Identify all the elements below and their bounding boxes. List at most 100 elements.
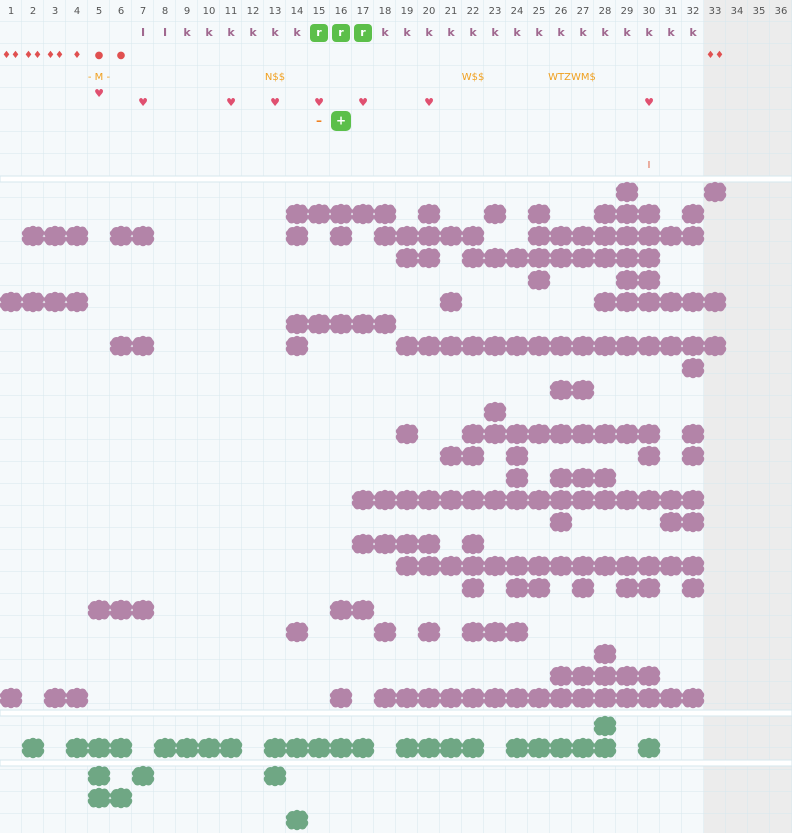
cell-blob[interactable] bbox=[659, 335, 683, 357]
cell-blob[interactable] bbox=[439, 737, 463, 759]
cell-blob[interactable] bbox=[483, 247, 507, 269]
cell-blob[interactable] bbox=[505, 335, 529, 357]
cell-blob[interactable] bbox=[593, 225, 617, 247]
cell-blob[interactable] bbox=[373, 533, 397, 555]
cell-blob[interactable] bbox=[109, 335, 133, 357]
cell-blob[interactable] bbox=[593, 247, 617, 269]
cell-blob[interactable] bbox=[65, 291, 89, 313]
cell-blob[interactable] bbox=[637, 445, 661, 467]
cell-blob[interactable] bbox=[439, 225, 463, 247]
cell-blob[interactable] bbox=[351, 737, 375, 759]
cell-blob[interactable] bbox=[549, 423, 573, 445]
cell-blob[interactable] bbox=[395, 225, 419, 247]
cell-blob[interactable] bbox=[417, 247, 441, 269]
cell-blob[interactable] bbox=[637, 225, 661, 247]
cell-blob[interactable] bbox=[65, 737, 89, 759]
cell-blob[interactable] bbox=[571, 577, 595, 599]
cell-blob[interactable] bbox=[615, 181, 639, 203]
cell-blob[interactable] bbox=[659, 291, 683, 313]
cell-blob[interactable] bbox=[505, 467, 529, 489]
cell-blob[interactable] bbox=[285, 313, 309, 335]
control[interactable]: + bbox=[336, 114, 346, 128]
cell-blob[interactable] bbox=[87, 787, 111, 809]
cell-blob[interactable] bbox=[615, 291, 639, 313]
cell-blob[interactable] bbox=[615, 225, 639, 247]
cell-blob[interactable] bbox=[527, 687, 551, 709]
cell-blob[interactable] bbox=[461, 335, 485, 357]
cell-blob[interactable] bbox=[439, 291, 463, 313]
cell-blob[interactable] bbox=[703, 291, 727, 313]
cell-blob[interactable] bbox=[373, 489, 397, 511]
cell-blob[interactable] bbox=[615, 335, 639, 357]
cell-blob[interactable] bbox=[417, 489, 441, 511]
cell-blob[interactable] bbox=[21, 737, 45, 759]
cell-blob[interactable] bbox=[637, 423, 661, 445]
cell-blob[interactable] bbox=[549, 511, 573, 533]
cell-blob[interactable] bbox=[505, 621, 529, 643]
cell-blob[interactable] bbox=[637, 665, 661, 687]
cell-blob[interactable] bbox=[417, 533, 441, 555]
cell-blob[interactable] bbox=[109, 599, 133, 621]
cell-blob[interactable] bbox=[329, 313, 353, 335]
cell-blob[interactable] bbox=[615, 687, 639, 709]
cell-blob[interactable] bbox=[659, 511, 683, 533]
cell-blob[interactable] bbox=[593, 555, 617, 577]
cell-blob[interactable] bbox=[593, 203, 617, 225]
cell-blob[interactable] bbox=[131, 765, 155, 787]
cell-blob[interactable] bbox=[571, 379, 595, 401]
cell-blob[interactable] bbox=[703, 181, 727, 203]
cell-blob[interactable] bbox=[373, 203, 397, 225]
cell-blob[interactable] bbox=[593, 467, 617, 489]
cell-blob[interactable] bbox=[681, 335, 705, 357]
cell-blob[interactable] bbox=[527, 335, 551, 357]
cell-blob[interactable] bbox=[527, 489, 551, 511]
cell-blob[interactable] bbox=[483, 489, 507, 511]
cell-blob[interactable] bbox=[483, 423, 507, 445]
cell-blob[interactable] bbox=[505, 737, 529, 759]
cell-blob[interactable] bbox=[329, 737, 353, 759]
cell-blob[interactable] bbox=[395, 247, 419, 269]
cell-blob[interactable] bbox=[461, 225, 485, 247]
cell-blob[interactable] bbox=[65, 687, 89, 709]
cell-blob[interactable] bbox=[681, 423, 705, 445]
cell-blob[interactable] bbox=[395, 687, 419, 709]
cell-blob[interactable] bbox=[571, 489, 595, 511]
cell-blob[interactable] bbox=[461, 533, 485, 555]
cell-blob[interactable] bbox=[461, 489, 485, 511]
cell-blob[interactable] bbox=[417, 335, 441, 357]
cell-blob[interactable] bbox=[549, 225, 573, 247]
cell-blob[interactable] bbox=[593, 687, 617, 709]
cell-blob[interactable] bbox=[351, 489, 375, 511]
cell-blob[interactable] bbox=[505, 555, 529, 577]
cell-blob[interactable] bbox=[637, 489, 661, 511]
cell-blob[interactable] bbox=[461, 445, 485, 467]
control[interactable]: – bbox=[316, 114, 322, 128]
cell-blob[interactable] bbox=[263, 765, 287, 787]
cell-blob[interactable] bbox=[615, 247, 639, 269]
cell-blob[interactable] bbox=[329, 687, 353, 709]
cell-blob[interactable] bbox=[571, 687, 595, 709]
cell-blob[interactable] bbox=[439, 489, 463, 511]
cell-blob[interactable] bbox=[461, 247, 485, 269]
cell-blob[interactable] bbox=[395, 737, 419, 759]
cell-blob[interactable] bbox=[659, 555, 683, 577]
cell-blob[interactable] bbox=[417, 687, 441, 709]
cell-blob[interactable] bbox=[373, 621, 397, 643]
cell-blob[interactable] bbox=[615, 577, 639, 599]
cell-blob[interactable] bbox=[527, 423, 551, 445]
cell-blob[interactable] bbox=[593, 643, 617, 665]
cell-blob[interactable] bbox=[21, 291, 45, 313]
cell-blob[interactable] bbox=[549, 737, 573, 759]
cell-blob[interactable] bbox=[483, 621, 507, 643]
cell-blob[interactable] bbox=[461, 577, 485, 599]
cell-blob[interactable] bbox=[549, 665, 573, 687]
cell-blob[interactable] bbox=[593, 423, 617, 445]
cell-blob[interactable] bbox=[461, 687, 485, 709]
cell-blob[interactable] bbox=[571, 737, 595, 759]
cell-blob[interactable] bbox=[505, 247, 529, 269]
cell-blob[interactable] bbox=[637, 687, 661, 709]
cell-blob[interactable] bbox=[263, 737, 287, 759]
cell-blob[interactable] bbox=[637, 203, 661, 225]
cell-blob[interactable] bbox=[307, 203, 331, 225]
row-letter[interactable]: r bbox=[316, 26, 322, 39]
